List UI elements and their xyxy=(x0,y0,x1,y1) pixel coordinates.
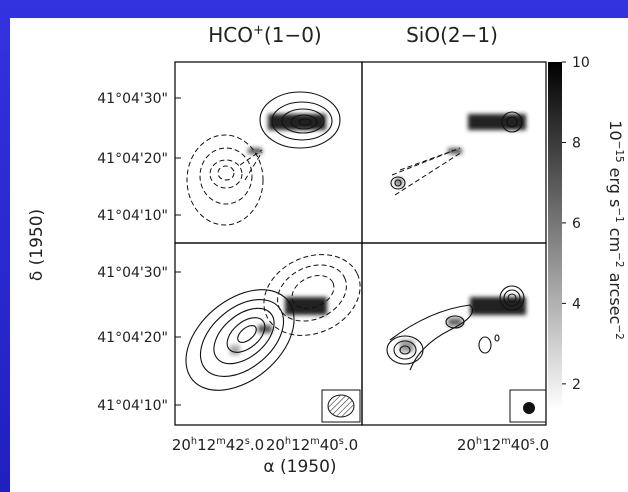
text-part: (1−0) xyxy=(264,23,322,47)
text-part: erg s xyxy=(606,163,625,208)
y-tick-label: 41°04'30" xyxy=(97,265,168,281)
text-part: .0 xyxy=(535,436,549,454)
superscript: −1 xyxy=(613,207,625,222)
text-part: .0 xyxy=(250,436,264,454)
y-tick-label: 41°04'20" xyxy=(97,330,168,346)
text-part: SiO(2−1) xyxy=(406,23,498,47)
panel-frames xyxy=(174,61,547,426)
text-part: 10 xyxy=(606,120,625,140)
text-part: HCO xyxy=(208,23,253,47)
colorbar-tick-label: 8 xyxy=(572,135,581,151)
superscript: h xyxy=(285,436,291,447)
superscript: m xyxy=(501,436,511,447)
y-tick-label: 41°04'20" xyxy=(97,151,168,167)
x-tick-label: 20h12m40s.0 xyxy=(266,436,358,454)
superscript: −2 xyxy=(613,324,625,339)
superscript: + xyxy=(253,23,264,38)
y-axis-label: δ (1950) xyxy=(27,209,47,281)
x-tick-label: 20h12m42s.0 xyxy=(172,436,264,454)
y-tick-label: 41°04'10" xyxy=(97,208,168,224)
panel-title: HCO+(1−0) xyxy=(208,23,321,47)
colorbar-label: 10−15 erg s−1 cm−2 arcsec−2 xyxy=(606,120,625,339)
text-part: 12 xyxy=(482,436,501,454)
x-tick-label: 20h12m40s.0 xyxy=(457,436,549,454)
superscript: m xyxy=(310,436,320,447)
text-part: 40 xyxy=(511,436,530,454)
superscript: h xyxy=(191,436,197,447)
colorbar xyxy=(548,62,562,410)
text-part: cm xyxy=(606,223,625,252)
superscript: −2 xyxy=(613,252,625,267)
superscript: h xyxy=(476,436,482,447)
text-part: 12 xyxy=(197,436,216,454)
text-part: 42 xyxy=(226,436,245,454)
beam xyxy=(327,394,355,418)
colorbar-tick-label: 4 xyxy=(572,296,581,312)
text-part: 20 xyxy=(457,436,476,454)
colorbar-tick-label: 2 xyxy=(572,377,581,393)
text-part: 20 xyxy=(172,436,191,454)
superscript: s xyxy=(245,436,250,447)
colorbar-tick-label: 6 xyxy=(572,216,581,232)
superscript: s xyxy=(530,436,535,447)
text-part: 20 xyxy=(266,436,285,454)
y-tick-label: 41°04'30" xyxy=(97,91,168,107)
text-part: 12 xyxy=(291,436,310,454)
y-tick-label: 41°04'10" xyxy=(97,398,168,414)
superscript: m xyxy=(216,436,226,447)
superscript: −15 xyxy=(613,141,625,163)
superscript: s xyxy=(339,436,344,447)
x-axis-label: α (1950) xyxy=(263,457,336,477)
contours xyxy=(185,91,547,423)
panel-title: SiO(2−1) xyxy=(406,23,498,47)
text-part: .0 xyxy=(344,436,358,454)
text-part: 40 xyxy=(320,436,339,454)
text-part: arcsec xyxy=(606,268,625,325)
beam xyxy=(523,402,535,414)
colorbar-tick-label: 10 xyxy=(572,55,590,71)
